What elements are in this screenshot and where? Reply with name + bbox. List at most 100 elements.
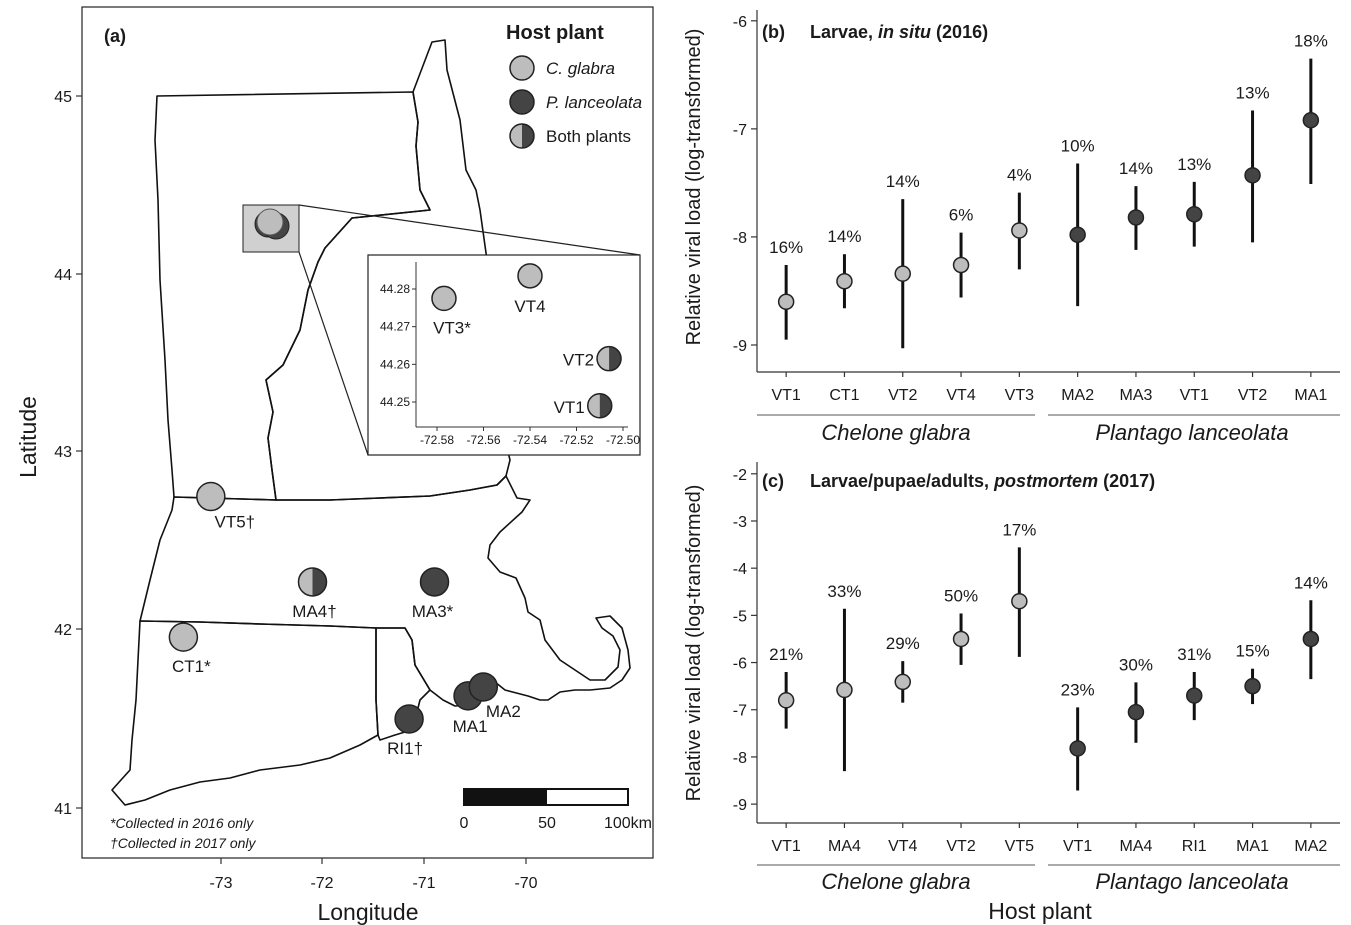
percentage-label: 14% bbox=[827, 227, 861, 246]
shared-x-axis-title: Host plant bbox=[988, 898, 1092, 924]
mean-point bbox=[836, 272, 853, 290]
map-inset: -72.58 -72.56 -72.54 -72.52 -72.50 44.25 44.2… bbox=[367, 254, 641, 456]
mean-point bbox=[952, 256, 970, 274]
x-tick-label: VT1 bbox=[1063, 838, 1092, 855]
y-tick-label: -9 bbox=[733, 797, 747, 814]
panel-b-marks: 16% 14% 14% 6% 4% 10% 14% 13% 13% 18% bbox=[769, 32, 1328, 349]
scale-bar-label: 0 bbox=[460, 815, 469, 832]
mean-point bbox=[1069, 226, 1086, 244]
mean-point bbox=[894, 673, 911, 691]
percentage-label: 33% bbox=[827, 582, 861, 601]
map-site-point bbox=[297, 567, 328, 597]
percentage-label: 17% bbox=[1002, 520, 1036, 539]
inset-y-tick-label: 44.27 bbox=[380, 320, 410, 334]
inset-site-label: VT1 bbox=[554, 398, 585, 417]
mean-point bbox=[1244, 167, 1261, 184]
map-x-tick-label: -70 bbox=[514, 875, 537, 892]
mean-point bbox=[1186, 687, 1203, 704]
percentage-label: 10% bbox=[1061, 136, 1095, 155]
panel-c-title: Larvae/pupae/adults, postmortem (2017) bbox=[810, 471, 1155, 491]
percentage-label: 23% bbox=[1061, 680, 1095, 699]
x-tick-label: MA4 bbox=[828, 838, 861, 855]
x-tick-label: VT4 bbox=[888, 838, 917, 855]
scale-bar-filled-segment bbox=[464, 789, 547, 805]
map-y-axis-title: Latitude bbox=[15, 396, 41, 478]
percentage-label: 21% bbox=[769, 645, 803, 664]
map-x-axis-title: Longitude bbox=[317, 899, 418, 925]
mean-point bbox=[1011, 222, 1028, 239]
map-x-tick-label: -73 bbox=[209, 875, 232, 892]
inset-frame bbox=[367, 254, 641, 456]
y-tick-label: -8 bbox=[733, 230, 747, 247]
x-tick-label: RI1 bbox=[1182, 838, 1207, 855]
legend-swatch-both-plants bbox=[509, 123, 535, 149]
map-site-label: CT1* bbox=[172, 657, 211, 676]
mean-point bbox=[1011, 592, 1028, 610]
y-tick-label: -7 bbox=[733, 703, 747, 720]
y-tick-label: -6 bbox=[733, 656, 747, 673]
x-tick-label: MA2 bbox=[1061, 387, 1094, 404]
panel-b-title: Larvae, in situ (2016) bbox=[810, 22, 988, 42]
map-y-tick-label: 45 bbox=[54, 89, 72, 106]
map-site-point bbox=[394, 704, 424, 734]
map-x-axis: -73 -72 -71 -70 Longitude bbox=[209, 858, 538, 925]
x-tick-label: VT1 bbox=[771, 838, 800, 855]
y-tick-label: -3 bbox=[733, 514, 747, 531]
inset-site-label: VT2 bbox=[563, 351, 594, 370]
panel-b-y-axis-title: Relative viral load (log-transformed) bbox=[683, 29, 705, 346]
mean-point bbox=[1127, 703, 1145, 721]
map-frame bbox=[81, 6, 654, 859]
inset-points: VT3* VT4 VT2 VT1 bbox=[431, 263, 622, 419]
percentage-label: 50% bbox=[944, 586, 978, 605]
state-outlines bbox=[111, 39, 631, 806]
mean-point bbox=[836, 681, 853, 699]
mean-point bbox=[1069, 740, 1086, 757]
panel-b-chart: (b) Larvae, in situ (2016) -9 -8 -7 -6 VT1 CT… bbox=[733, 10, 1340, 445]
percentage-label: 14% bbox=[1119, 159, 1153, 178]
panel-b-label: (b) bbox=[762, 22, 785, 42]
footnote-2017: †Collected in 2017 only bbox=[110, 835, 257, 851]
map-y-tick-label: 43 bbox=[54, 444, 72, 461]
inset-x-tick-label: -72.50 bbox=[606, 433, 640, 447]
host-plant-legend: Host plant C. glabra P. lanceolata Both … bbox=[506, 22, 642, 149]
map-site-point bbox=[168, 622, 199, 652]
inset-site-label: VT4 bbox=[514, 297, 545, 316]
map-site-label: RI1† bbox=[387, 739, 423, 758]
panel-c-group-label-plantago: Plantago lanceolata bbox=[1095, 869, 1288, 894]
inset-site-label: VT3* bbox=[433, 318, 471, 337]
percentage-label: 29% bbox=[886, 634, 920, 653]
x-tick-label: MA3 bbox=[1119, 387, 1152, 404]
mean-point bbox=[952, 630, 970, 648]
legend-label-c-glabra: C. glabra bbox=[546, 59, 615, 78]
panel-c-label: (c) bbox=[762, 471, 784, 491]
x-tick-label: MA4 bbox=[1119, 838, 1152, 855]
inset-y-tick-label: 44.25 bbox=[380, 395, 410, 409]
inset-leader-line bbox=[298, 251, 369, 456]
x-tick-label: VT2 bbox=[946, 838, 975, 855]
mean-point bbox=[777, 692, 795, 709]
percentage-label: 15% bbox=[1236, 642, 1270, 661]
mean-point bbox=[1186, 205, 1203, 223]
x-tick-label: MA1 bbox=[1236, 838, 1269, 855]
panel-c-y-axis-title: Relative viral load (log-transformed) bbox=[683, 485, 705, 802]
panel-b-group-label-chelone: Chelone glabra bbox=[821, 420, 970, 445]
y-tick-label: -8 bbox=[733, 750, 747, 767]
inset-x-ticks: -72.58 -72.56 -72.54 -72.52 -72.50 bbox=[420, 427, 640, 447]
x-tick-label: VT1 bbox=[771, 387, 800, 404]
map-site-point bbox=[468, 672, 499, 702]
x-tick-label: VT5 bbox=[1005, 838, 1034, 855]
y-tick-label: -6 bbox=[733, 14, 747, 31]
percentage-label: 16% bbox=[769, 238, 803, 257]
x-tick-label: VT2 bbox=[1238, 387, 1267, 404]
inset-site-point bbox=[517, 263, 543, 289]
mean-point bbox=[777, 293, 795, 311]
inset-x-tick-label: -72.58 bbox=[420, 433, 454, 447]
y-tick-label: -2 bbox=[733, 467, 747, 484]
inset-leader-line bbox=[298, 204, 641, 256]
inset-y-tick-label: 44.26 bbox=[380, 357, 410, 371]
legend-title: Host plant bbox=[506, 22, 604, 44]
map-x-tick-label: -72 bbox=[310, 875, 333, 892]
panel-b-group-label-plantago: Plantago lanceolata bbox=[1095, 420, 1288, 445]
legend-label-p-lanceolata: P. lanceolata bbox=[546, 93, 642, 112]
x-tick-label: VT2 bbox=[888, 387, 917, 404]
